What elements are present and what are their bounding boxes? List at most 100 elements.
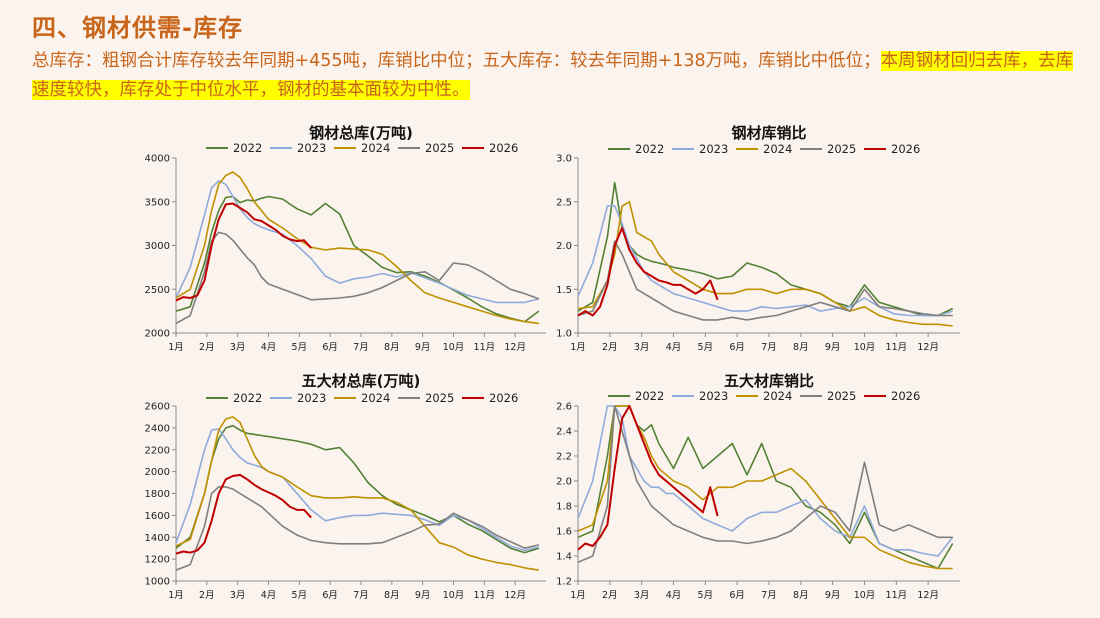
chart-title: 五大材库销比: [724, 372, 814, 390]
legend-label: 2026: [489, 391, 518, 405]
legend-item-2025: 2025: [800, 389, 856, 403]
legend-label: 2024: [763, 142, 792, 156]
legend-item-2026: 2026: [864, 389, 920, 403]
legend-item-2023: 2023: [672, 142, 728, 156]
x-tick-label: 11月: [886, 342, 908, 353]
series-line-2026: [175, 202, 312, 302]
x-tick-label: 1月: [168, 342, 184, 353]
y-tick-label: 4000: [145, 154, 170, 165]
summary-plain: 总库存：粗钢合计库存较去年同期+455吨，库销比中位；五大库存：较去年同期+13…: [32, 51, 881, 71]
series-line-2022: [577, 181, 954, 317]
legend-item-2022: 2022: [608, 142, 664, 156]
y-tick-label: 2.6: [556, 402, 572, 413]
legend-item-2022: 2022: [206, 141, 262, 155]
chart-title: 五大材总库(万吨): [302, 372, 421, 390]
x-tick-label: 3月: [230, 342, 246, 353]
series-line-2024: [175, 171, 540, 325]
series-line-2025: [175, 486, 540, 571]
series-line-2022: [577, 405, 954, 570]
x-tick-label: 1月: [168, 590, 184, 601]
y-tick-label: 1000: [145, 577, 170, 588]
x-tick-label: 4月: [666, 590, 682, 601]
x-tick-label: 4月: [666, 342, 682, 353]
series-line-2025: [577, 240, 953, 321]
legend-item-2026: 2026: [462, 141, 518, 155]
x-tick-label: 8月: [384, 590, 400, 601]
series-line-2023: [175, 180, 540, 304]
x-tick-label: 4月: [261, 590, 277, 601]
page-title: 四、钢材供需-库存: [32, 14, 243, 42]
summary-text: 总库存：粗钢合计库存较去年同期+455吨，库销比中位；五大库存：较去年同期+13…: [32, 47, 1077, 105]
y-tick-label: 2000: [145, 329, 170, 340]
x-tick-label: 5月: [698, 590, 714, 601]
x-tick-label: 1月: [570, 590, 586, 601]
y-tick-label: 2400: [145, 423, 170, 434]
x-tick-label: 8月: [793, 590, 809, 601]
x-tick-label: 7月: [353, 590, 369, 601]
x-tick-label: 11月: [886, 590, 908, 601]
legend-label: 2022: [635, 142, 664, 156]
x-tick-label: 12月: [504, 342, 526, 353]
chart-steel-stock-sales-ratio: 钢材库销比 2022 2023 2024 2025 2026 1.0 1.5 2.0 2.5 3.0…: [556, 124, 960, 353]
y-tick-label: 2.0: [556, 477, 572, 488]
y-tick-label: 2600: [145, 402, 170, 413]
x-tick-label: 6月: [729, 342, 745, 353]
y-tick-label: 1.8: [556, 502, 572, 513]
legend-item-2024: 2024: [736, 142, 792, 156]
legend-item-2024: 2024: [334, 391, 390, 405]
y-tick-label: 2.0: [556, 241, 572, 252]
series-line-2025: [175, 231, 540, 325]
chart-steel-total-inventory: 钢材总库(万吨) 2022 2023 2024 2025 2026 2000 2500 3000…: [145, 124, 546, 353]
x-tick-label: 2月: [199, 590, 215, 601]
x-tick-label: 10月: [854, 590, 876, 601]
legend-label: 2025: [827, 142, 856, 156]
x-tick-label: 2月: [602, 590, 618, 601]
x-tick-label: 1月: [570, 342, 586, 353]
y-tick-label: 2.4: [556, 427, 572, 438]
y-tick-label: 2200: [145, 445, 170, 456]
legend-item-2024: 2024: [736, 389, 792, 403]
chart-title: 钢材总库(万吨): [309, 124, 413, 142]
y-tick-label: 1.4: [556, 552, 572, 563]
x-tick-label: 12月: [917, 342, 939, 353]
y-tick-label: 1.5: [556, 285, 572, 296]
series-line-2025: [577, 405, 953, 564]
legend-item-2023: 2023: [672, 389, 728, 403]
legend-item-2026: 2026: [462, 391, 518, 405]
x-tick-label: 12月: [504, 590, 526, 601]
x-tick-label: 11月: [474, 342, 496, 353]
x-tick-label: 9月: [415, 342, 431, 353]
x-tick-label: 6月: [322, 342, 338, 353]
x-tick-label: 7月: [761, 590, 777, 601]
series-line-2024: [577, 405, 953, 570]
legend-label: 2026: [891, 142, 920, 156]
chart-five-materials-inventory: 五大材总库(万吨) 2022 2023 2024 2025 2026 1000 1200 140…: [145, 372, 546, 601]
y-tick-label: 2.2: [556, 452, 572, 463]
legend-label: 2025: [425, 391, 454, 405]
x-tick-label: 9月: [825, 342, 841, 353]
legend-item-2023: 2023: [270, 391, 326, 405]
y-tick-label: 3000: [145, 241, 170, 252]
legend-label: 2022: [233, 141, 262, 155]
series-line-2024: [175, 416, 540, 571]
legend-label: 2022: [635, 389, 664, 403]
x-tick-label: 6月: [322, 590, 338, 601]
x-tick-label: 7月: [353, 342, 369, 353]
series-line-2026: [577, 227, 719, 317]
x-tick-label: 8月: [793, 342, 809, 353]
x-tick-label: 10月: [854, 342, 876, 353]
series-line-2022: [175, 424, 540, 554]
x-tick-label: 5月: [292, 342, 308, 353]
legend-label: 2023: [297, 391, 326, 405]
y-tick-label: 3500: [145, 197, 170, 208]
series-line-2026: [577, 405, 719, 551]
legend-label: 2023: [699, 142, 728, 156]
series-line-2024: [577, 201, 953, 327]
x-tick-label: 3月: [634, 590, 650, 601]
x-tick-label: 11月: [474, 590, 496, 601]
y-tick-label: 2500: [145, 285, 170, 296]
legend-item-2022: 2022: [608, 389, 664, 403]
x-tick-label: 7月: [761, 342, 777, 353]
x-tick-label: 10月: [443, 590, 465, 601]
